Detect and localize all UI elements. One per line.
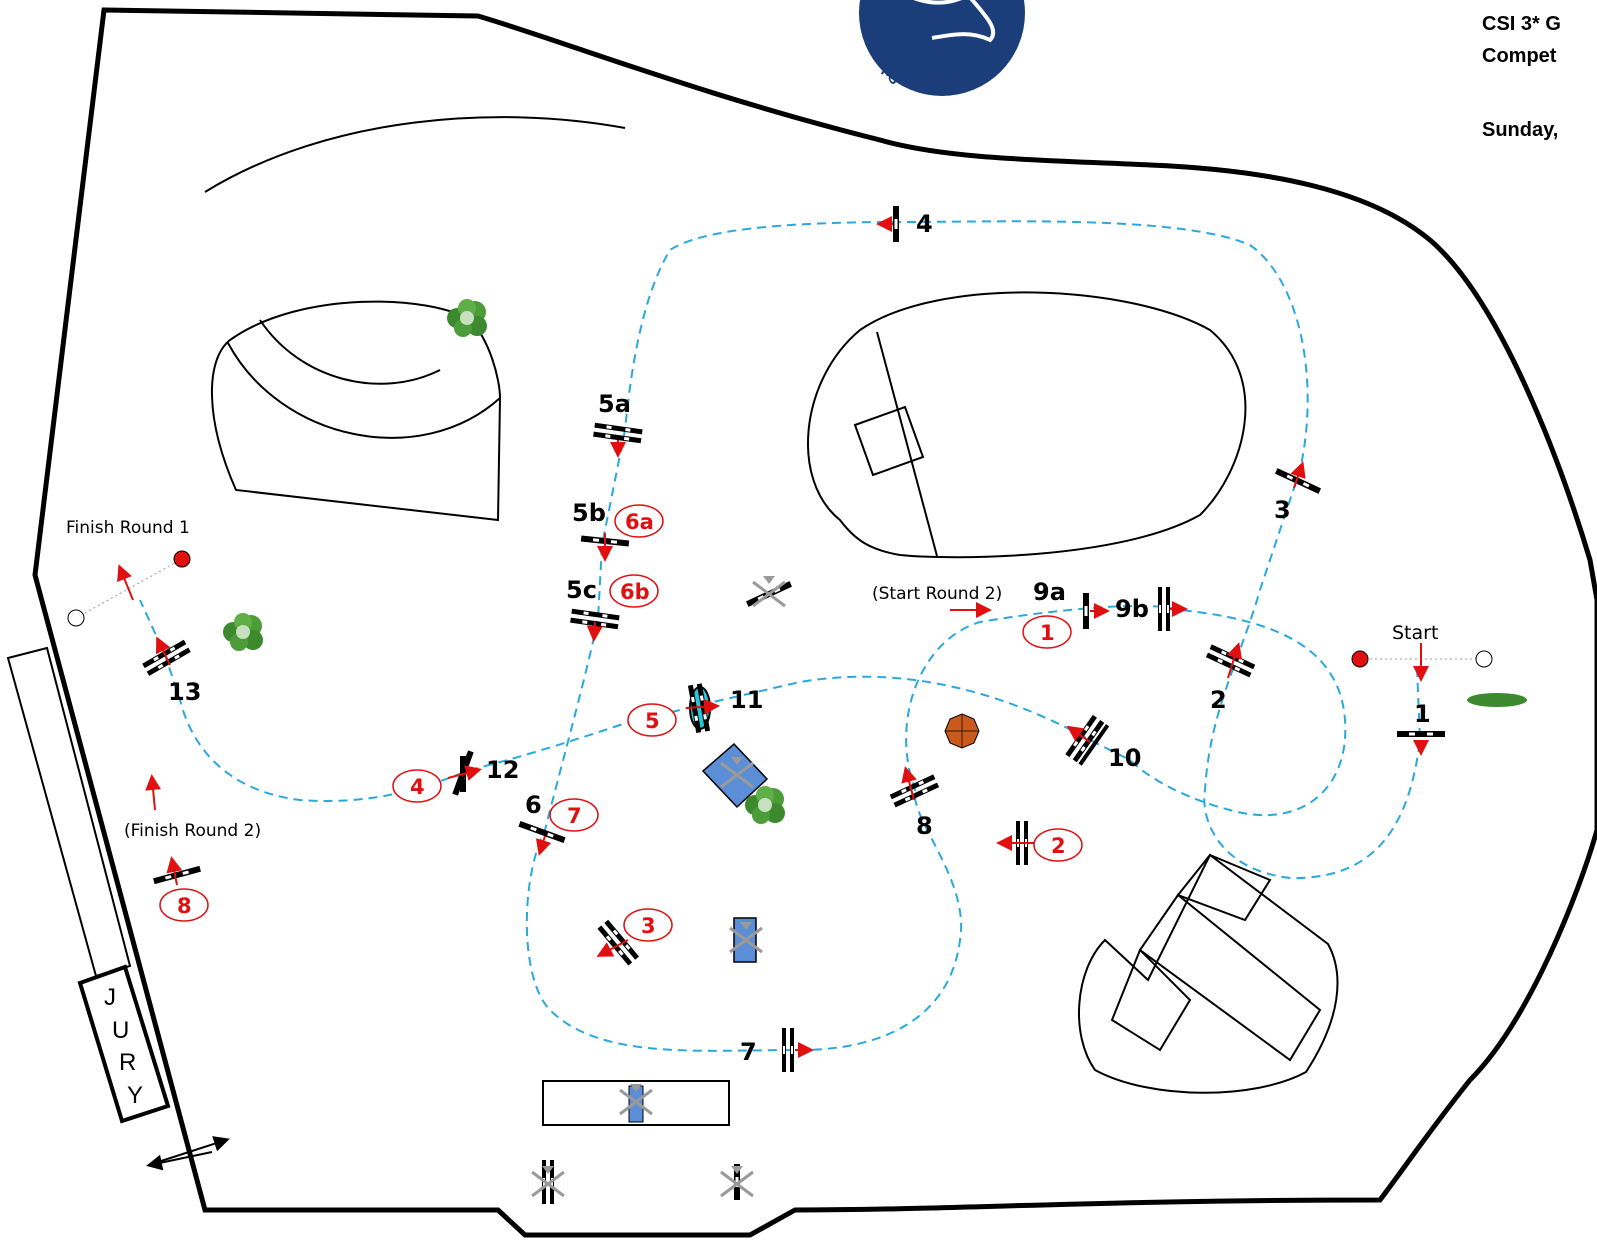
fence-13: 13 bbox=[142, 636, 201, 706]
svg-text:8: 8 bbox=[916, 812, 933, 840]
jury-letter-r: R bbox=[119, 1049, 136, 1076]
svg-text:6a: 6a bbox=[625, 510, 654, 534]
svg-text:8: 8 bbox=[177, 894, 192, 918]
r2-label-6a: 6a bbox=[614, 504, 664, 538]
fence-5b: 5b bbox=[572, 499, 630, 562]
svg-text:10: 10 bbox=[1108, 744, 1141, 772]
finish-round-1-label: Finish Round 1 bbox=[66, 518, 190, 538]
svg-text:2: 2 bbox=[1051, 834, 1066, 858]
fence-9a: 9a bbox=[1033, 578, 1110, 629]
fence-4: 4 bbox=[876, 206, 933, 242]
header-line-1: CSI 3* G bbox=[1482, 13, 1561, 35]
finish-round-2-label: (Finish Round 2) bbox=[124, 821, 261, 841]
spectator-stand bbox=[1078, 853, 1339, 1094]
svg-text:7: 7 bbox=[740, 1038, 757, 1066]
fence-11: 11 bbox=[685, 683, 763, 734]
svg-text:9a: 9a bbox=[1033, 578, 1066, 606]
fence-r2-3 bbox=[596, 919, 640, 966]
fence-2: 2 bbox=[1205, 642, 1256, 714]
start-round-2-label: (Start Round 2) bbox=[872, 584, 1002, 604]
fence-3: 3 bbox=[1274, 461, 1322, 524]
svg-text:5: 5 bbox=[645, 709, 660, 733]
header-line-3: Sunday, bbox=[1482, 119, 1558, 141]
finish-flag-icon bbox=[173, 550, 191, 568]
svg-text:13: 13 bbox=[168, 678, 201, 706]
start-round-2: (Start Round 2) bbox=[872, 584, 1002, 618]
fence-12: 12 bbox=[447, 750, 519, 796]
svg-text:5c: 5c bbox=[566, 576, 597, 604]
svg-text:1: 1 bbox=[1414, 700, 1431, 728]
start-label: Start bbox=[1392, 622, 1438, 644]
jury-letter-j: J bbox=[104, 984, 116, 1011]
fence-5a: 5a bbox=[593, 390, 643, 458]
svg-text:6b: 6b bbox=[620, 580, 650, 604]
tree-icon bbox=[447, 299, 487, 337]
fence-r2-8 bbox=[153, 856, 201, 886]
jury-box: J U R Y bbox=[6, 646, 171, 1124]
jury-letter-y: Y bbox=[127, 1082, 143, 1109]
svg-text:3: 3 bbox=[1274, 496, 1291, 524]
r2-label-6b: 6b bbox=[609, 574, 659, 608]
svg-text:2: 2 bbox=[1210, 686, 1227, 714]
finish-flag-icon bbox=[1475, 650, 1493, 668]
svg-text:12: 12 bbox=[486, 756, 519, 784]
tree-icon bbox=[1467, 693, 1527, 707]
arena-arc bbox=[204, 116, 626, 193]
fence-6: 6 bbox=[518, 791, 566, 856]
r2-label-5: 5 bbox=[627, 703, 677, 737]
r2-label-2: 2 bbox=[1033, 828, 1083, 862]
r2-label-3: 3 bbox=[623, 908, 673, 942]
spare-fences bbox=[530, 574, 793, 1204]
arena-boundary bbox=[32, 7, 1597, 1238]
oval-island bbox=[806, 291, 1247, 559]
r2-label-1: 1 bbox=[1022, 615, 1072, 649]
svg-text:5a: 5a bbox=[598, 390, 631, 418]
finish-line-round-1: Finish Round 1 bbox=[66, 518, 191, 627]
fence-9b: 9b bbox=[1115, 587, 1188, 631]
svg-text:1: 1 bbox=[1040, 621, 1055, 645]
start-flag-icon bbox=[1351, 650, 1369, 668]
r2-label-7: 7 bbox=[549, 798, 599, 832]
fence-10: 10 bbox=[1065, 714, 1141, 772]
r2-label-4: 4 bbox=[392, 769, 442, 803]
course-path bbox=[139, 220, 1422, 1052]
round2-numbers: 1 2 3 4 5 6a 6b 7 8 bbox=[159, 504, 1083, 942]
umbrella-icon bbox=[944, 713, 980, 749]
water-tray bbox=[701, 742, 769, 809]
svg-text:4: 4 bbox=[916, 210, 933, 238]
finish-round-2: (Finish Round 2) bbox=[124, 774, 261, 841]
fence-5c: 5c bbox=[566, 576, 620, 642]
r2-label-8: 8 bbox=[159, 888, 209, 922]
bottom-water-box bbox=[542, 1080, 730, 1126]
fence-7: 7 bbox=[740, 1028, 814, 1072]
fence-1: 1 bbox=[1397, 700, 1445, 756]
water-tray bbox=[728, 917, 764, 963]
svg-text:3: 3 bbox=[641, 914, 656, 938]
direction-arrow-icon bbox=[146, 1136, 230, 1171]
fence-r2-2 bbox=[996, 821, 1034, 865]
logo: EQUES AREZZO bbox=[859, 0, 1025, 96]
svg-text:11: 11 bbox=[730, 686, 763, 714]
svg-text:6: 6 bbox=[525, 791, 542, 819]
svg-text:7: 7 bbox=[567, 804, 582, 828]
svg-text:9b: 9b bbox=[1115, 595, 1149, 623]
start-line: Start bbox=[1351, 622, 1493, 682]
bank-obstacle bbox=[210, 300, 502, 522]
header-line-2: Compet bbox=[1482, 45, 1557, 67]
fence-8: 8 bbox=[889, 766, 940, 840]
finish-flag-icon bbox=[67, 609, 85, 627]
svg-text:4: 4 bbox=[410, 775, 425, 799]
jury-letter-u: U bbox=[112, 1017, 129, 1044]
tree-icon bbox=[223, 613, 263, 651]
svg-text:5b: 5b bbox=[572, 499, 606, 527]
